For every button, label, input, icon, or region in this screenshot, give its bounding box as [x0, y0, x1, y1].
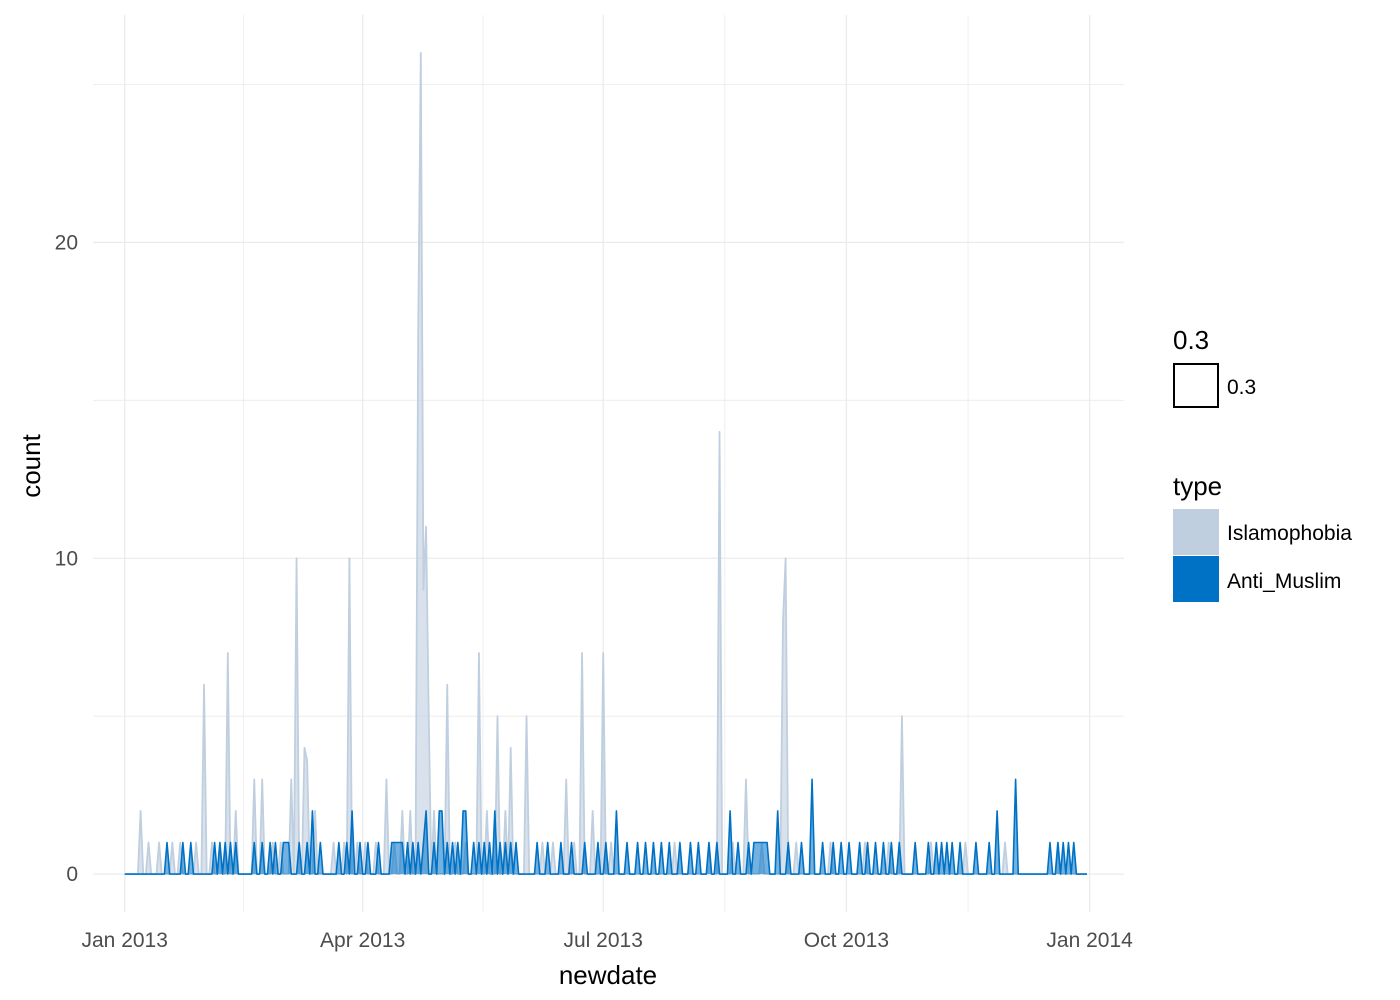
y-tick-label: 10 — [55, 547, 78, 570]
alpha-legend-title: 0.3 — [1173, 325, 1209, 355]
type-legend: type Islamophobia Anti_Muslim — [1173, 471, 1352, 602]
x-tick-label: Oct 2013 — [804, 929, 889, 952]
alpha-legend-label: 0.3 — [1227, 376, 1256, 399]
x-tick-label: Jan 2013 — [82, 929, 168, 952]
legend-label-anti-muslim: Anti_Muslim — [1227, 570, 1341, 593]
x-axis-tick-labels: Jan 2013 Apr 2013 Jul 2013 Oct 2013 Jan 2014 — [82, 929, 1134, 952]
x-tick-label: Apr 2013 — [320, 929, 405, 952]
alpha-legend: 0.3 0.3 — [1173, 325, 1256, 408]
y-axis-tick-labels: 0 10 20 — [55, 231, 78, 886]
x-tick-label: Jan 2014 — [1046, 929, 1133, 952]
y-tick-label: 20 — [55, 231, 78, 254]
type-legend-title: type — [1173, 471, 1222, 501]
x-axis-title: newdate — [559, 960, 657, 990]
series-line-anti-muslim — [124, 778, 1087, 875]
y-tick-label: 0 — [66, 863, 78, 886]
legend-label-islamophobia: Islamophobia — [1227, 522, 1352, 545]
legend-key-anti-muslim — [1173, 556, 1219, 602]
x-tick-label: Jul 2013 — [564, 929, 643, 952]
y-axis-title: count — [16, 433, 46, 497]
plot-series — [124, 52, 1087, 875]
legend-key-islamophobia — [1173, 509, 1219, 555]
alpha-legend-key — [1173, 363, 1219, 408]
